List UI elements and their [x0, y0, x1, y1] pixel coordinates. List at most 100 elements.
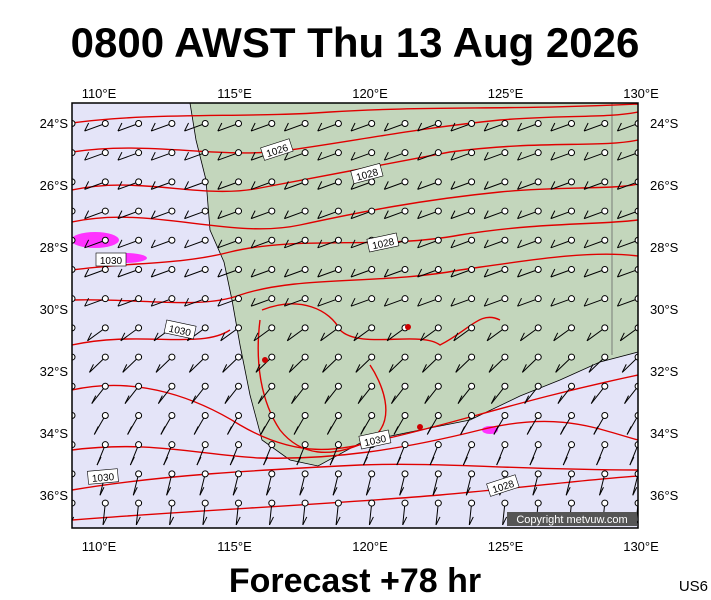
barb-shaft — [605, 532, 606, 554]
barb-shaft — [250, 298, 272, 307]
isobar-label-box — [358, 429, 392, 450]
barb-station — [301, 119, 309, 127]
barb-flag — [402, 516, 408, 526]
barb-station — [368, 207, 376, 215]
barb-station — [101, 265, 109, 273]
barb-flag — [73, 546, 77, 554]
barb-station — [502, 529, 508, 535]
isobar — [72, 420, 638, 459]
barb-shaft — [565, 473, 572, 496]
barb-station — [301, 382, 309, 390]
barb-shaft — [524, 385, 539, 404]
barb-flag — [490, 395, 496, 404]
barb-station — [401, 207, 409, 215]
barb-station — [101, 382, 109, 390]
barb-shaft — [438, 532, 439, 554]
barb-flag — [117, 122, 123, 132]
barb-shaft — [350, 269, 372, 278]
barb-flag — [393, 426, 399, 435]
barb-shaft — [484, 210, 506, 220]
barb-shaft — [317, 123, 339, 132]
barb-shaft — [384, 152, 406, 161]
barb-station — [268, 207, 276, 215]
lat-label: 36°S — [40, 488, 69, 503]
barb-station — [368, 411, 376, 419]
barb-shaft — [583, 269, 605, 278]
barb-station — [501, 324, 509, 332]
isobar-label-box — [350, 162, 384, 185]
barb-shaft — [417, 123, 439, 132]
barb-station — [201, 207, 209, 215]
lat-label: 24°S — [40, 116, 69, 131]
barb-station — [601, 324, 609, 332]
barb-flag — [299, 487, 305, 496]
barb-flag — [250, 151, 256, 161]
barb-station — [101, 149, 109, 157]
barb-station — [468, 119, 476, 127]
lat-label: 30°S — [650, 302, 679, 317]
barb-flag — [51, 211, 55, 219]
barb-shaft — [472, 532, 473, 554]
barb-shaft — [355, 356, 373, 373]
lon-label: 110°E — [82, 86, 117, 101]
barb-flag — [417, 297, 423, 307]
barb-shaft — [617, 152, 638, 161]
barb-flag — [517, 297, 522, 307]
barb-shaft — [151, 269, 173, 278]
barb-station — [235, 265, 242, 273]
barb-flag — [483, 268, 489, 278]
barb-station — [69, 529, 75, 535]
isobar-label: 1030 — [358, 429, 392, 450]
barb-shaft — [617, 298, 638, 307]
barb-shaft — [391, 385, 406, 404]
barb-flag — [391, 395, 396, 404]
barb-flag — [283, 239, 289, 249]
barb-station — [401, 382, 409, 390]
barb-station — [101, 411, 109, 419]
barb-station — [268, 236, 276, 244]
barb-station — [135, 382, 143, 390]
barb-flag — [206, 546, 210, 554]
barb-flag — [132, 487, 138, 496]
barb-flag — [286, 332, 292, 342]
barb-station — [501, 265, 509, 273]
barb-flag — [621, 364, 627, 373]
barb-flag — [588, 364, 594, 373]
barb-station — [369, 529, 375, 535]
barb-flag — [58, 396, 62, 404]
barb-flag — [450, 151, 456, 161]
barb-flag — [150, 122, 156, 132]
station — [417, 424, 423, 430]
barb-flag — [217, 122, 223, 132]
barb-shaft — [117, 239, 139, 249]
barb-station — [468, 411, 476, 419]
barb-flag — [150, 181, 156, 190]
barb-station — [268, 411, 276, 419]
barb-station — [334, 411, 342, 419]
barb-flag — [269, 516, 274, 526]
barb-station — [235, 382, 242, 390]
barb-station — [435, 529, 441, 535]
barb-shaft — [324, 385, 339, 404]
barb-flag — [72, 516, 75, 522]
barb-shaft — [450, 152, 472, 161]
barb-flag — [616, 297, 622, 307]
barb-flag — [583, 122, 589, 132]
barb-flag — [417, 210, 423, 219]
lat-label: 26°S — [650, 178, 679, 193]
barb-station — [135, 236, 143, 244]
barb-flag — [426, 426, 432, 435]
barb-station — [201, 470, 209, 478]
barb-station — [136, 529, 142, 535]
barb-station — [101, 353, 109, 361]
barb-shaft — [187, 327, 206, 342]
barb-station — [534, 178, 542, 186]
isobar — [72, 103, 638, 124]
barb-station — [235, 441, 242, 449]
barb-station — [168, 236, 176, 244]
barb-shaft — [484, 152, 506, 161]
barb-flag — [117, 151, 123, 161]
barb-shaft — [583, 152, 605, 161]
barb-flag — [184, 297, 189, 307]
barb-flag — [632, 487, 638, 496]
